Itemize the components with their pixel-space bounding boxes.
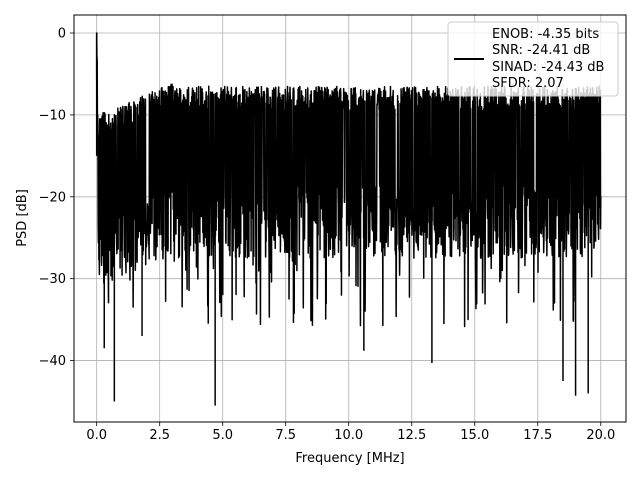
x-tick-label: 10.0: [334, 428, 363, 443]
y-tick-label: −10: [39, 108, 66, 123]
y-tick-label: −20: [39, 190, 66, 205]
x-tick-label: 15.0: [460, 428, 489, 443]
y-tick-label: −30: [39, 272, 66, 287]
y-tick-label: −40: [39, 354, 66, 369]
legend-line-sinad: SINAD: -24.43 dB: [492, 60, 604, 75]
legend-line-sfdr: SFDR: 2.07: [492, 76, 564, 91]
psd-series: [95, 32, 602, 406]
x-tick-label: 17.5: [523, 428, 552, 443]
x-tick-label: 0.0: [86, 428, 107, 443]
legend: ENOB: -4.35 bits SNR: -24.41 dB SINAD: -…: [447, 21, 619, 97]
legend-line-snr: SNR: -24.41 dB: [492, 43, 590, 58]
plot-frame: [73, 14, 627, 423]
x-axis-ticks: 0.0 2.5 5.0 7.5 10.0 12.5 15.0 17.5 20.0: [86, 422, 615, 443]
y-axis-ticks: 0 −10 −20 −30 −40: [39, 27, 74, 369]
legend-line-enob: ENOB: -4.35 bits: [492, 27, 599, 42]
x-tick-label: 5.0: [212, 428, 233, 443]
legend-box: [447, 21, 619, 97]
x-tick-label: 20.0: [586, 428, 615, 443]
psd-line: [95, 32, 602, 328]
x-axis-label: Frequency [MHz]: [295, 451, 404, 466]
y-tick-label: 0: [58, 27, 66, 42]
x-tick-label: 12.5: [397, 428, 426, 443]
x-tick-label: 2.5: [149, 428, 170, 443]
x-tick-label: 7.5: [275, 428, 296, 443]
y-axis-label: PSD [dB]: [15, 189, 30, 247]
